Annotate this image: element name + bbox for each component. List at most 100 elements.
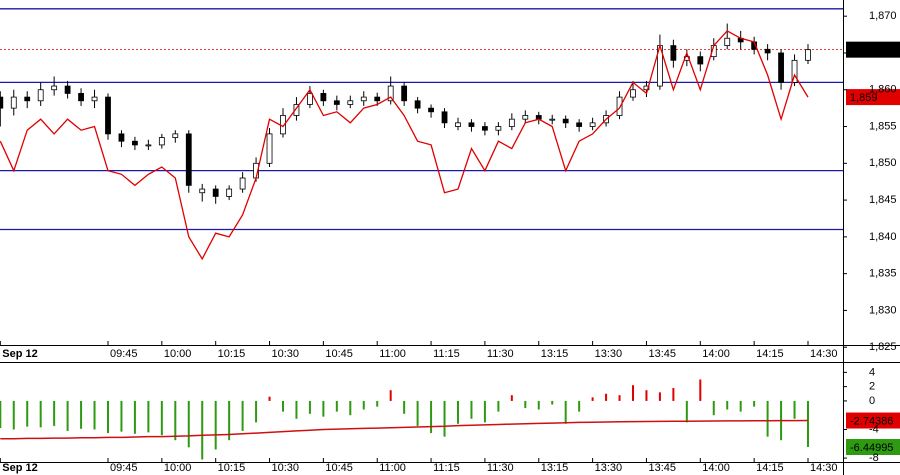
candle-body bbox=[441, 111, 448, 124]
histogram-bar bbox=[268, 396, 271, 401]
candle-body bbox=[455, 122, 461, 127]
histogram-bar bbox=[214, 400, 217, 450]
x-tick-label: 13:15 bbox=[541, 462, 569, 474]
x-tick-label: 10:45 bbox=[325, 348, 353, 360]
candle-body bbox=[199, 188, 206, 194]
histogram-bar bbox=[376, 400, 379, 407]
candle-body bbox=[360, 96, 367, 102]
x-tick-label: 10:30 bbox=[272, 348, 300, 360]
histogram-bar bbox=[349, 400, 352, 416]
x-tick-label: 14:15 bbox=[756, 462, 784, 474]
price-marker-label: -6.44995 bbox=[850, 442, 893, 454]
histogram-bar bbox=[187, 400, 190, 448]
histogram-bar bbox=[497, 400, 500, 412]
y-tick-label: 1,860 bbox=[869, 84, 897, 96]
y-tick-label: 0 bbox=[869, 395, 875, 407]
price-marker-label: 1,865.45 bbox=[850, 45, 893, 57]
histogram-bar bbox=[281, 400, 284, 412]
candle-body bbox=[37, 89, 44, 102]
candle-body bbox=[549, 118, 556, 121]
histogram-bar bbox=[174, 400, 177, 441]
histogram-bar bbox=[753, 400, 756, 407]
candle-body bbox=[374, 96, 381, 102]
x-tick-label: Sep 12 bbox=[2, 348, 37, 360]
candle-body bbox=[495, 126, 502, 131]
price-marker-box bbox=[846, 89, 900, 106]
candle-body bbox=[643, 85, 650, 91]
candle-body bbox=[172, 133, 179, 138]
y-tick-label: 1,865 bbox=[869, 47, 897, 59]
candle-body bbox=[347, 100, 354, 105]
histogram-bar bbox=[658, 392, 661, 401]
candle-body bbox=[778, 52, 784, 83]
histogram-bar bbox=[416, 400, 419, 426]
candle-body bbox=[293, 104, 300, 116]
x-tick-label: 11:30 bbox=[487, 348, 514, 360]
histogram-bar bbox=[537, 400, 540, 410]
candle-body bbox=[508, 118, 515, 127]
price-marker-label: -2.74386 bbox=[850, 415, 893, 427]
histogram-bar bbox=[739, 400, 742, 412]
histogram-bar bbox=[106, 400, 109, 434]
histogram-bar bbox=[335, 400, 338, 412]
y-tick-label: 1,825 bbox=[869, 341, 897, 353]
candle-body bbox=[333, 100, 340, 105]
histogram-bar bbox=[93, 400, 96, 430]
candle-body bbox=[764, 48, 771, 54]
candle-body bbox=[51, 85, 58, 91]
histogram-bar bbox=[524, 400, 527, 409]
y-tick-label: 1,835 bbox=[869, 268, 897, 280]
candle-body bbox=[482, 126, 488, 131]
x-tick-label: 11:15 bbox=[433, 462, 460, 474]
x-tick-label: 10:00 bbox=[164, 348, 192, 360]
histogram-bar bbox=[228, 400, 231, 441]
x-tick-label: 14:30 bbox=[810, 348, 838, 360]
candle-body bbox=[414, 100, 421, 109]
candle-body bbox=[616, 96, 623, 116]
histogram-bar bbox=[0, 400, 2, 429]
histogram-bar bbox=[456, 400, 459, 424]
candle-body bbox=[724, 37, 731, 47]
candle-body bbox=[805, 49, 811, 61]
candle-body bbox=[105, 96, 111, 135]
candle-body bbox=[576, 122, 583, 127]
x-tick-label: 10:30 bbox=[272, 462, 300, 474]
y-tick-label: 4 bbox=[869, 366, 875, 378]
histogram-bar bbox=[470, 400, 473, 419]
x-tick-label: 11:30 bbox=[487, 462, 514, 474]
x-tick-label: 13:45 bbox=[648, 348, 676, 360]
histogram-bar bbox=[483, 400, 486, 423]
histogram-bar bbox=[685, 400, 688, 423]
histogram-bar bbox=[443, 400, 446, 437]
candle-body bbox=[64, 85, 71, 94]
histogram-bar bbox=[295, 400, 298, 419]
histogram-bar bbox=[80, 400, 83, 429]
histogram-bar bbox=[308, 400, 311, 414]
candle-body bbox=[24, 96, 31, 102]
histogram-bar bbox=[201, 400, 204, 460]
candle-body bbox=[212, 188, 219, 197]
x-tick-label: 13:30 bbox=[595, 348, 623, 360]
candle-body bbox=[78, 93, 84, 102]
candle-body bbox=[522, 115, 529, 120]
signal-line bbox=[0, 419, 809, 440]
y-tick-label: 2 bbox=[869, 381, 875, 393]
y-tick-label: 1,855 bbox=[869, 120, 897, 132]
histogram-bar bbox=[322, 400, 325, 417]
y-tick-label: -4 bbox=[869, 423, 879, 435]
histogram-bar bbox=[510, 395, 513, 401]
histogram-bar bbox=[699, 379, 702, 401]
candle-body bbox=[10, 96, 17, 109]
x-tick-label: 14:30 bbox=[810, 462, 838, 474]
x-tick-label: 11:15 bbox=[433, 348, 460, 360]
candle-body bbox=[0, 96, 4, 109]
histogram-bar bbox=[793, 400, 796, 419]
y-tick-label: 1,870 bbox=[869, 10, 897, 22]
y-tick-label: 1,830 bbox=[869, 304, 897, 316]
histogram-bar bbox=[578, 400, 581, 412]
x-tick-label: 09:45 bbox=[110, 348, 138, 360]
x-tick-label: 10:15 bbox=[218, 348, 246, 360]
x-tick-label: 10:15 bbox=[218, 462, 246, 474]
histogram-bar bbox=[631, 385, 634, 401]
